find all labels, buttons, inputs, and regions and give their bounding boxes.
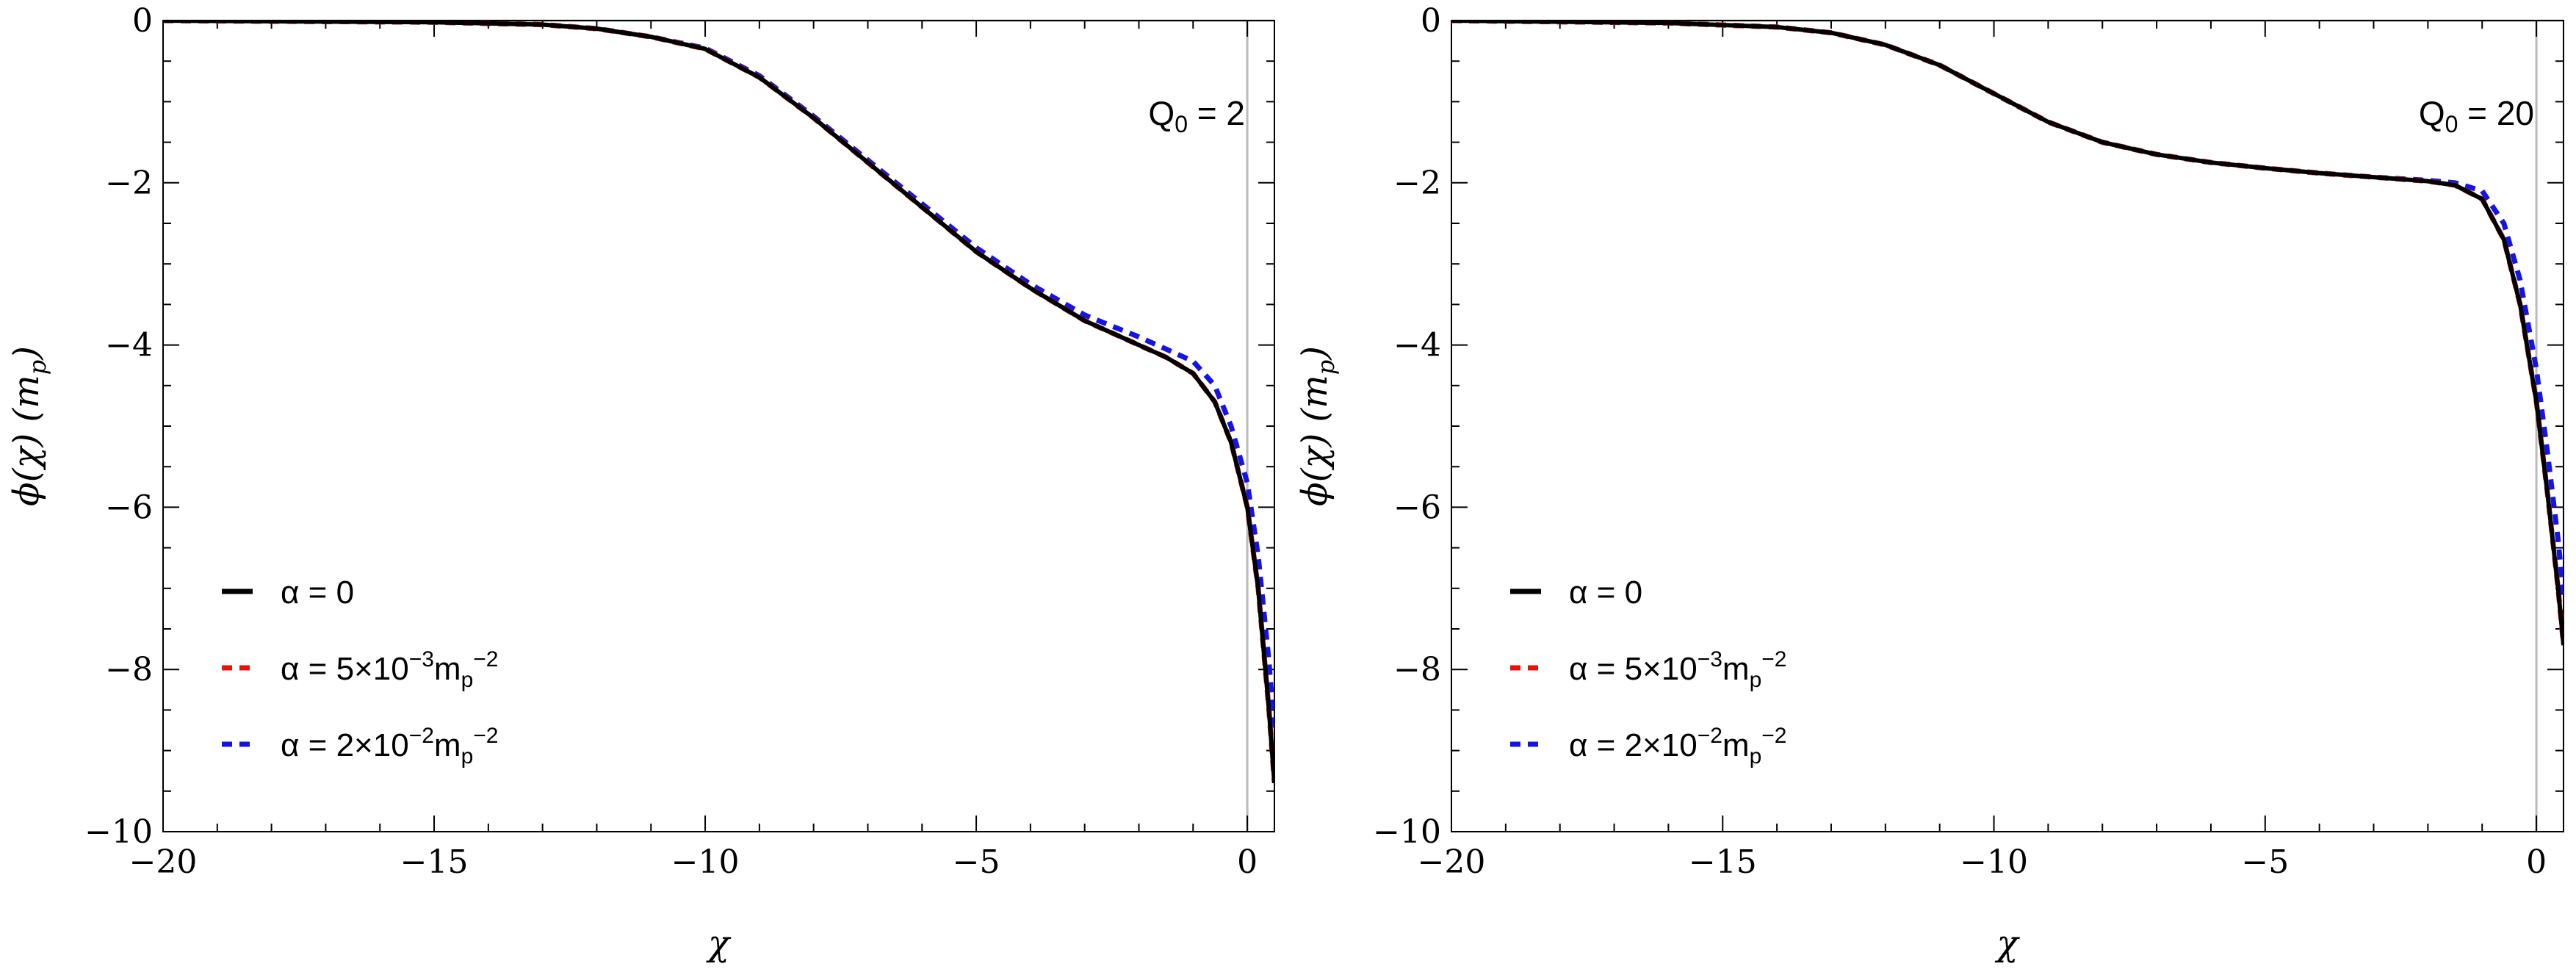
plot-frame <box>1451 20 2564 832</box>
x-tick-label: −20 <box>1418 843 1486 881</box>
panel-2: −20 −15 −10 −5 0 0 −2 −4 −6 −8 −10 χ ϕ(χ) (mp) Q0 = 2… <box>1294 2 2564 964</box>
y-tick-label: −6 <box>105 489 153 526</box>
legend-label-2: α = 5×10−3mp−2 <box>281 647 498 692</box>
y-tick-label: −2 <box>105 165 153 202</box>
x-tick-label: −5 <box>2241 843 2289 881</box>
y-tick-label: −8 <box>105 651 153 688</box>
y-tick-label: −10 <box>84 813 153 851</box>
plot-frame <box>162 20 1275 832</box>
legend-label-1: α = 0 <box>1569 575 1642 611</box>
x-tick-label: −10 <box>671 843 740 881</box>
series-line-2 <box>1451 21 2564 646</box>
x-tick-label: −15 <box>1689 843 1757 881</box>
x-tick-label: 0 <box>1237 843 1258 881</box>
y-tick-label: −2 <box>1393 165 1441 202</box>
q0-annotation: Q0 = 2 <box>1148 94 1245 137</box>
x-axis-label: χ <box>1994 923 2020 964</box>
q0-annotation: Q0 = 20 <box>2419 94 2534 137</box>
x-tick-label: −20 <box>129 843 198 881</box>
y-tick-label: −8 <box>1393 651 1441 688</box>
y-tick-label: −10 <box>1373 813 1441 851</box>
legend-label-3: α = 2×10−2mp−2 <box>281 724 498 768</box>
x-tick-label: −15 <box>400 843 469 881</box>
y-tick-label: −4 <box>105 327 153 364</box>
x-tick-label: −5 <box>953 843 1000 881</box>
legend-label-2: α = 5×10−3mp−2 <box>1569 647 1786 692</box>
y-axis-label: ϕ(χ) (mp) <box>6 346 51 506</box>
x-axis-label: χ <box>706 923 732 964</box>
series-line-3 <box>163 21 1274 735</box>
legend-label-1: α = 0 <box>281 575 354 611</box>
series-line-1 <box>163 21 1274 784</box>
panel-1: −20 −15 −10 −5 0 0 −2 −4 −6 −8 −10 χ ϕ(χ) (mp) Q0 = 2… <box>6 2 1275 964</box>
y-axis-label: ϕ(χ) (mp) <box>1294 346 1340 506</box>
y-tick-label: 0 <box>132 2 153 40</box>
y-tick-label: −6 <box>1393 489 1441 526</box>
y-tick-label: 0 <box>1421 2 1441 40</box>
legend-label-3: α = 2×10−2mp−2 <box>1569 724 1786 768</box>
x-tick-label: −10 <box>1960 843 2028 881</box>
series-line-1 <box>1451 21 2564 646</box>
series-line-3 <box>1451 21 2564 597</box>
x-tick-label: 0 <box>2526 843 2547 881</box>
y-tick-label: −4 <box>1393 327 1441 364</box>
